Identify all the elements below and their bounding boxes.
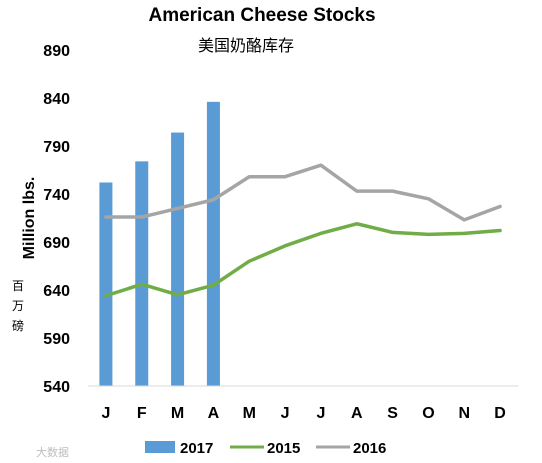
legend-label-2017: 2017	[180, 440, 213, 457]
y-tick-840: 840	[43, 91, 70, 108]
x-tick-4: M	[243, 405, 256, 422]
legend-label-2015: 2015	[267, 440, 300, 457]
x-tick-11: D	[494, 405, 506, 422]
y-tick-740: 740	[43, 187, 70, 204]
x-tick-7: A	[351, 405, 363, 422]
y-axis-sub-label-2: 万	[12, 299, 24, 313]
x-tick-2: M	[171, 405, 184, 422]
y-tick-labels: 540 590 640 690 740 790 840 890	[43, 43, 70, 396]
y-axis-sub-label-1: 百	[12, 279, 24, 293]
line-2015	[104, 222, 502, 298]
x-tick-8: S	[387, 405, 398, 422]
chart-subtitle: 美国奶酪库存	[198, 36, 294, 55]
x-tick-1: F	[137, 405, 147, 422]
legend-swatch-2017	[145, 441, 175, 453]
x-tick-10: N	[458, 405, 470, 422]
y-axis-label: Million lbs.	[21, 177, 38, 260]
legend: 2017 2015 2016	[145, 440, 386, 457]
bar-2017-2	[171, 132, 185, 386]
y-tick-690: 690	[43, 235, 70, 252]
x-tick-5: J	[281, 405, 290, 422]
x-tick-0: J	[101, 405, 110, 422]
legend-label-2016: 2016	[353, 440, 386, 457]
y-tick-640: 640	[43, 283, 70, 300]
bar-2017-1	[135, 161, 149, 386]
line-2016	[104, 163, 502, 222]
x-tick-6: J	[316, 405, 325, 422]
bars-2017	[99, 101, 220, 386]
y-axis-sub-label-3: 磅	[12, 318, 24, 333]
chart-title: American Cheese Stocks	[148, 5, 375, 26]
y-tick-790: 790	[43, 139, 70, 156]
y-tick-540: 540	[43, 379, 70, 396]
watermark: 大数据	[36, 445, 69, 459]
y-tick-590: 590	[43, 331, 70, 348]
x-tick-9: O	[422, 405, 434, 422]
x-tick-3: A	[208, 405, 220, 422]
y-tick-890: 890	[43, 43, 70, 60]
bar-2017-0	[99, 182, 113, 386]
line-series	[104, 163, 502, 298]
bar-2017-3	[206, 101, 220, 386]
